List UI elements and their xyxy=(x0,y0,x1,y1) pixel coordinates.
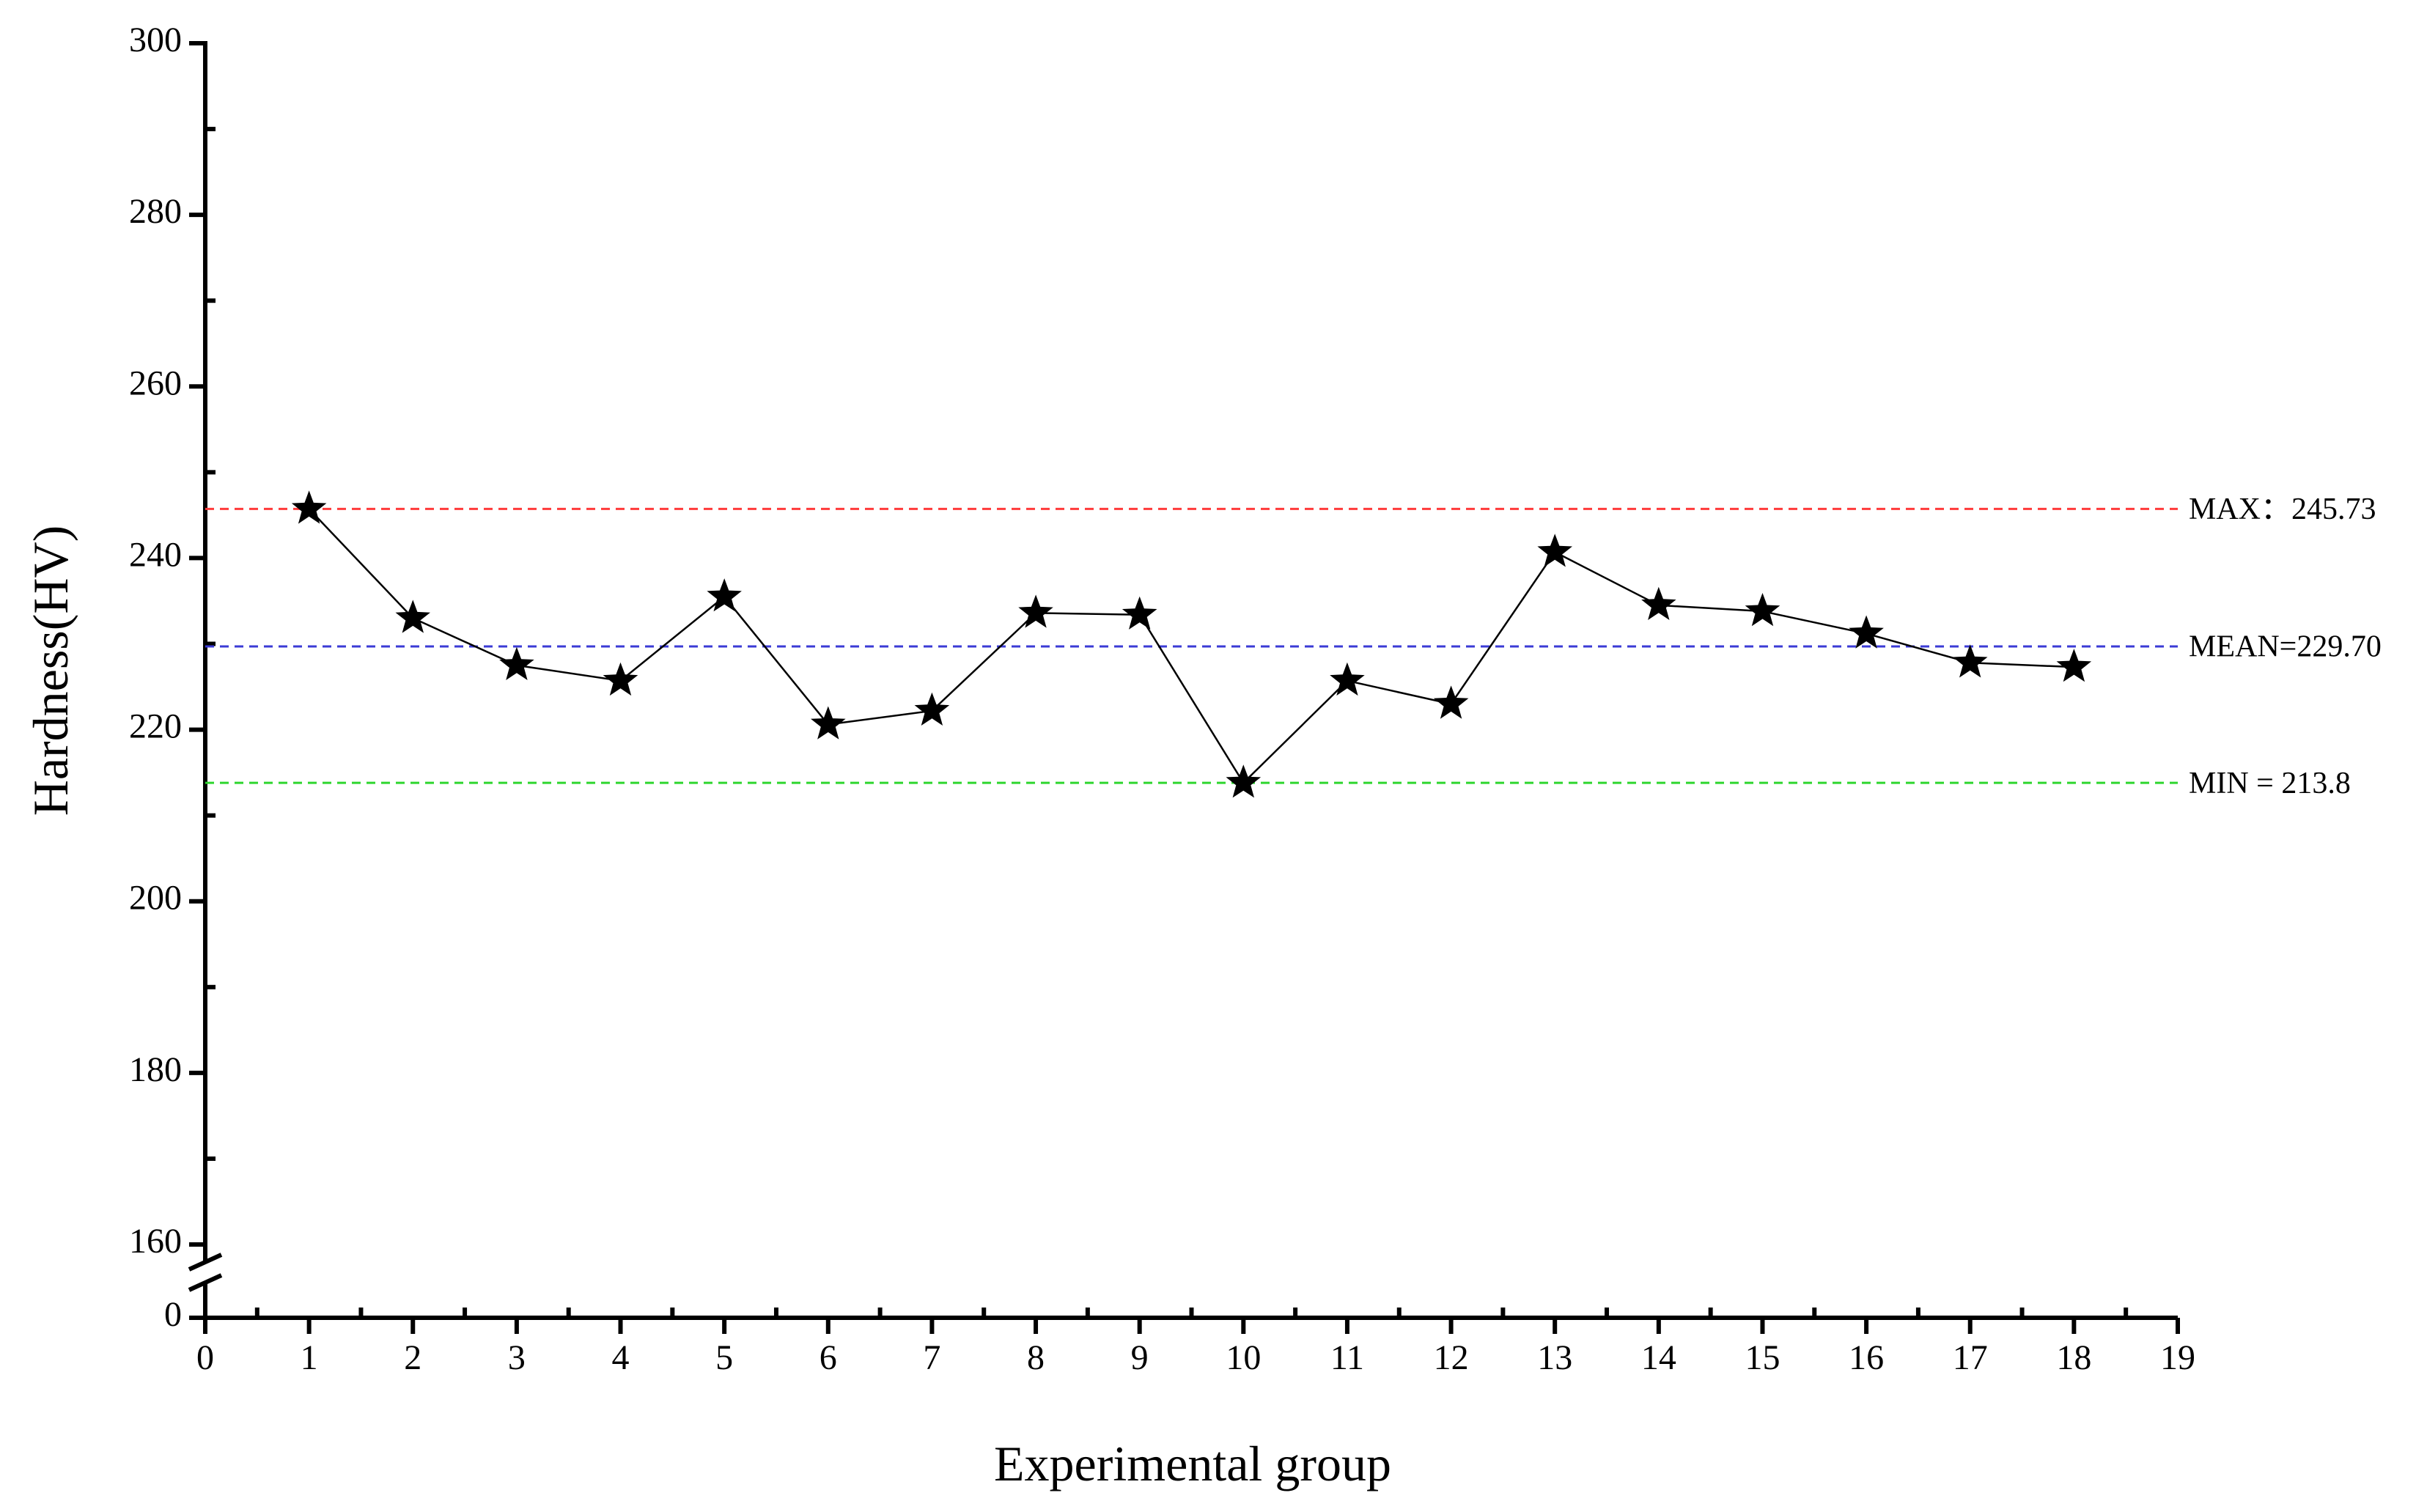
x-tick-label: 6 xyxy=(820,1338,837,1377)
star-marker xyxy=(2056,649,2092,682)
axis-break-mark xyxy=(188,1253,223,1272)
x-tick-label: 14 xyxy=(1641,1338,1676,1377)
star-marker xyxy=(1226,764,1262,798)
reference-label: MIN = 213.8 xyxy=(2189,767,2351,800)
y-tick-label: 280 xyxy=(129,192,182,231)
star-marker xyxy=(1849,615,1884,649)
x-tick-label: 12 xyxy=(1434,1338,1469,1377)
x-tick-label: 18 xyxy=(2056,1338,2091,1377)
star-marker xyxy=(1953,644,1988,678)
data-line xyxy=(308,508,2074,785)
star-marker xyxy=(1537,534,1572,567)
star-marker xyxy=(707,578,742,612)
star-marker xyxy=(1122,596,1157,630)
x-tick-label: 16 xyxy=(1849,1338,1884,1377)
y-tick-label: 200 xyxy=(129,879,182,918)
y-tick-label: 260 xyxy=(129,364,182,402)
x-tick-label: 17 xyxy=(1953,1338,1988,1377)
star-marker xyxy=(1433,685,1469,719)
star-marker xyxy=(395,600,430,633)
star-marker xyxy=(1745,593,1780,627)
star-marker xyxy=(914,692,950,726)
x-tick-label: 1 xyxy=(301,1338,318,1377)
y-tick-label: 180 xyxy=(129,1050,182,1089)
star-marker xyxy=(811,706,846,740)
x-tick-label: 2 xyxy=(404,1338,421,1377)
x-tick-label: 19 xyxy=(2160,1338,2195,1377)
x-tick-label: 15 xyxy=(1745,1338,1780,1377)
x-tick-label: 13 xyxy=(1537,1338,1572,1377)
y-tick-label: 0 xyxy=(164,1295,182,1334)
x-tick-label: 10 xyxy=(1226,1338,1261,1377)
x-tick-label: 3 xyxy=(508,1338,526,1377)
x-tick-label: 5 xyxy=(715,1338,733,1377)
x-tick-label: 4 xyxy=(612,1338,630,1377)
y-axis-title: Hardness(HV) xyxy=(23,525,78,816)
y-tick-label: 220 xyxy=(129,707,182,746)
x-tick-label: 11 xyxy=(1330,1338,1364,1377)
x-tick-label: 7 xyxy=(923,1338,940,1377)
y-tick-label: 240 xyxy=(129,535,182,574)
axis-break-mark xyxy=(188,1273,223,1292)
star-marker xyxy=(499,646,534,680)
y-tick-label: 300 xyxy=(129,21,182,59)
reference-label: MEAN=229.70 xyxy=(2189,630,2382,664)
x-tick-label: 8 xyxy=(1027,1338,1045,1377)
star-marker xyxy=(291,490,327,524)
star-marker xyxy=(603,662,638,696)
y-tick-label: 160 xyxy=(129,1222,182,1261)
star-marker xyxy=(1330,662,1365,696)
reference-label: MAX：245.73 xyxy=(2189,493,2376,526)
x-tick-label: 9 xyxy=(1131,1338,1149,1377)
x-axis-title: Experimental group xyxy=(994,1436,1391,1491)
star-marker xyxy=(1641,586,1676,620)
x-tick-label: 0 xyxy=(196,1338,214,1377)
star-marker xyxy=(1018,594,1053,628)
